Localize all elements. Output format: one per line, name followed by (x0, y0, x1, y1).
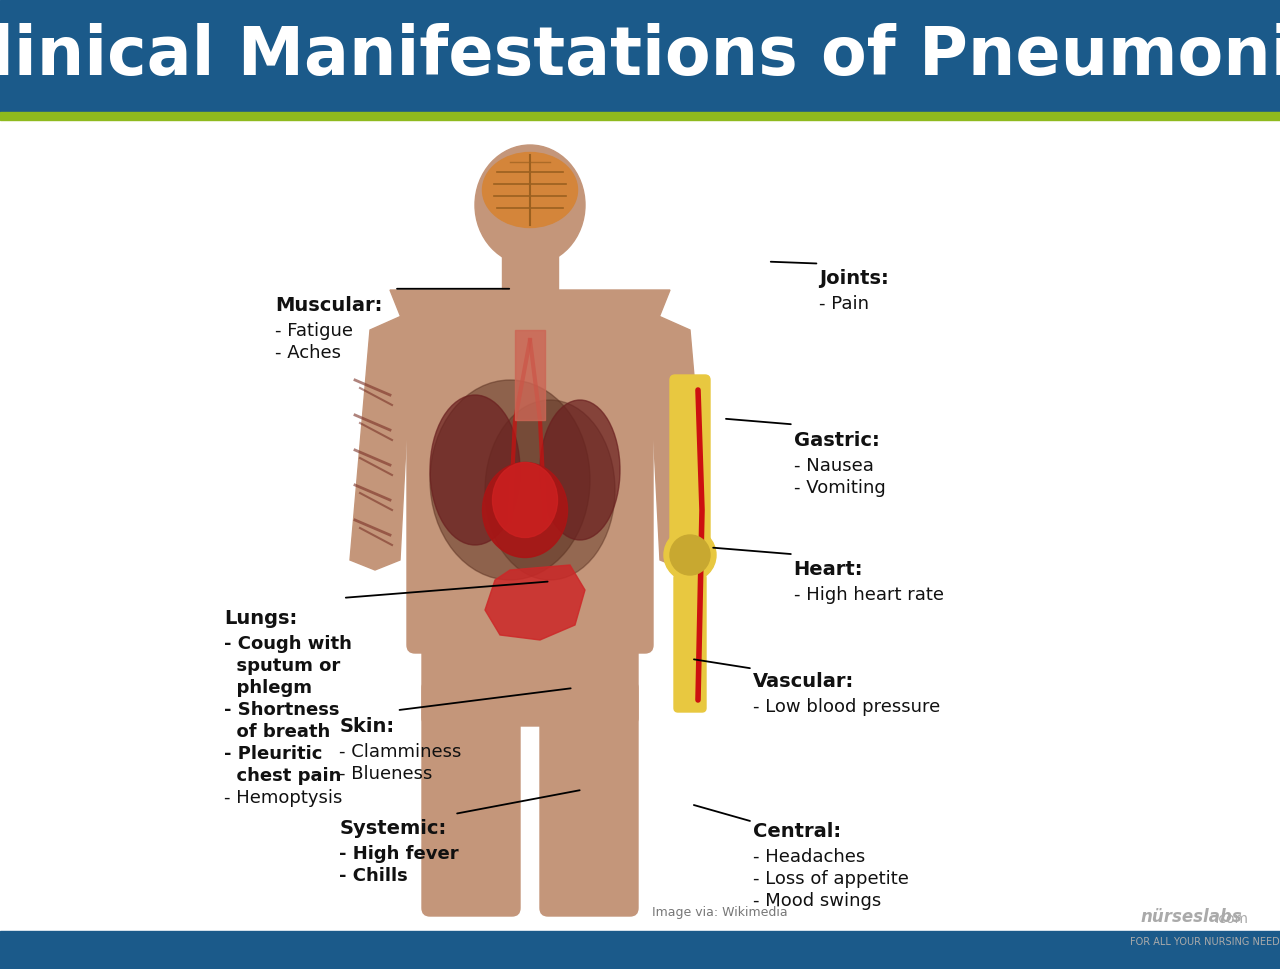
Text: Gastric:: Gastric: (794, 431, 879, 451)
Bar (0, 931, 1280, 969)
Text: of breath: of breath (224, 723, 330, 740)
Text: - Vomiting: - Vomiting (794, 480, 886, 497)
Text: .com: .com (1215, 912, 1249, 926)
Ellipse shape (664, 529, 716, 581)
Ellipse shape (430, 380, 590, 580)
Bar (0, 0, 1280, 112)
Text: Systemic:: Systemic: (339, 819, 447, 838)
Polygon shape (645, 310, 710, 570)
Text: Image via: Wikimedia: Image via: Wikimedia (653, 906, 787, 919)
Text: FOR ALL YOUR NURSING NEEDS: FOR ALL YOUR NURSING NEEDS (1130, 937, 1280, 947)
FancyBboxPatch shape (540, 680, 637, 916)
Text: - Chills: - Chills (339, 867, 408, 885)
Text: - High fever: - High fever (339, 845, 458, 862)
Text: - Clamminess: - Clamminess (339, 743, 462, 761)
Text: Joints:: Joints: (819, 269, 888, 289)
Text: - Cough with: - Cough with (224, 635, 352, 652)
Text: - Nausea: - Nausea (794, 457, 873, 475)
Polygon shape (390, 290, 669, 340)
Ellipse shape (483, 462, 567, 557)
Text: - Hemoptysis: - Hemoptysis (224, 789, 342, 806)
FancyBboxPatch shape (669, 375, 710, 555)
Text: - Blueness: - Blueness (339, 766, 433, 783)
Text: chest pain: chest pain (224, 766, 342, 785)
Bar (0, 120, 1280, 931)
FancyBboxPatch shape (422, 630, 637, 726)
Polygon shape (485, 565, 585, 640)
Text: Central:: Central: (753, 822, 841, 841)
Bar (0, 112, 1280, 120)
Text: - Low blood pressure: - Low blood pressure (753, 698, 940, 715)
Text: - Mood swings: - Mood swings (753, 891, 881, 910)
Text: - Pain: - Pain (819, 296, 869, 313)
Text: - Headaches: - Headaches (753, 848, 865, 865)
Text: sputum or: sputum or (224, 657, 340, 674)
Text: Skin:: Skin: (339, 717, 394, 736)
Text: - Aches: - Aches (275, 344, 342, 361)
Text: - Loss of appetite: - Loss of appetite (753, 870, 909, 888)
Ellipse shape (485, 400, 614, 580)
Bar (502, 255, 558, 310)
Text: - High heart rate: - High heart rate (794, 586, 943, 604)
Ellipse shape (483, 152, 577, 228)
Text: phlegm: phlegm (224, 678, 312, 697)
Text: Clinical Manifestations of Pneumonia: Clinical Manifestations of Pneumonia (0, 23, 1280, 89)
FancyBboxPatch shape (422, 680, 520, 916)
Ellipse shape (475, 145, 585, 265)
Ellipse shape (493, 462, 558, 538)
Text: nürseslabs: nürseslabs (1140, 908, 1242, 926)
Text: - Shortness: - Shortness (224, 701, 339, 719)
Ellipse shape (540, 400, 620, 540)
Ellipse shape (669, 535, 710, 575)
Text: - Fatigue: - Fatigue (275, 322, 353, 339)
Text: Vascular:: Vascular: (753, 672, 854, 691)
Ellipse shape (430, 395, 520, 545)
FancyBboxPatch shape (407, 327, 653, 653)
Text: Lungs:: Lungs: (224, 609, 297, 628)
Text: - Pleuritic: - Pleuritic (224, 744, 323, 763)
Bar (515, 330, 545, 420)
Text: Heart:: Heart: (794, 560, 863, 579)
Text: Muscular:: Muscular: (275, 296, 383, 315)
FancyBboxPatch shape (675, 574, 707, 712)
Polygon shape (349, 310, 415, 570)
